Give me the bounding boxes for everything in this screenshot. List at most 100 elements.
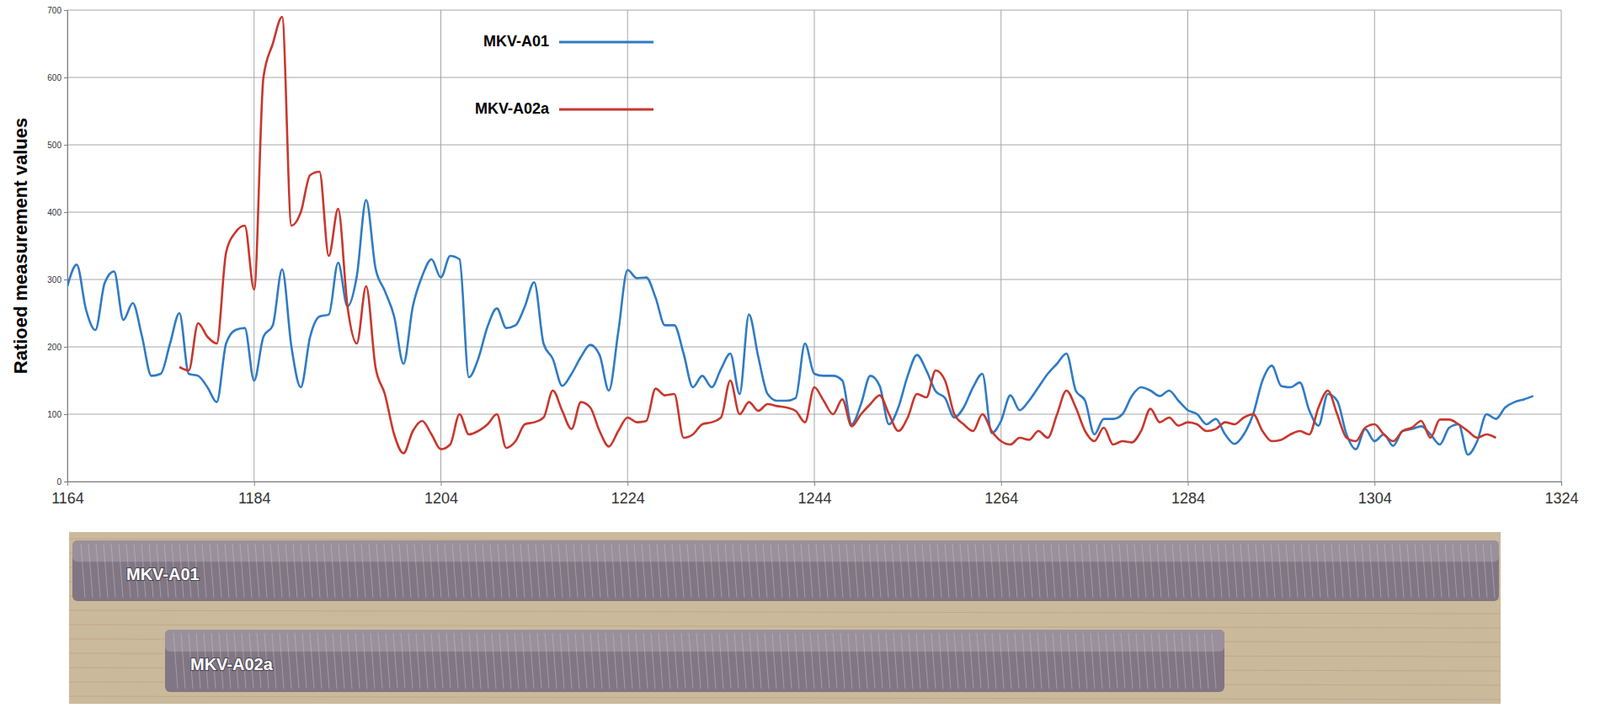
tree-ring: [368, 544, 374, 598]
tree-ring: [378, 633, 383, 689]
grid-line-x: [1374, 10, 1376, 482]
tree-ring: [1263, 544, 1268, 598]
sample-body: [72, 540, 1499, 602]
tree-ring: [1081, 544, 1086, 598]
tree-ring: [452, 544, 457, 598]
tree-ring: [1007, 633, 1012, 689]
tree-ring: [338, 544, 343, 598]
tree-ring: [491, 633, 496, 689]
tree-ring: [992, 633, 997, 689]
tree-ring: [794, 633, 800, 689]
tree-ring: [982, 544, 987, 598]
tree-ring: [355, 633, 360, 689]
tree-ring: [596, 544, 601, 598]
tree-ring: [582, 633, 587, 689]
tree-ring: [747, 544, 752, 598]
tree-ring: [870, 633, 875, 689]
tree-ring: [482, 544, 487, 598]
series-line: [179, 16, 1496, 454]
tick-label: 1324: [1544, 490, 1579, 507]
tree-ring: [717, 544, 722, 598]
tree-ring: [437, 544, 442, 598]
tree-ring: [741, 633, 747, 689]
tree-ring: [588, 544, 593, 598]
tree-ring: [362, 633, 368, 689]
tree-ring: [1172, 544, 1177, 598]
tree-ring: [1105, 633, 1110, 689]
tree-ring: [1285, 544, 1291, 598]
tick-label: 400: [47, 208, 62, 218]
tree-ring: [467, 544, 472, 598]
tree-ring: [1082, 633, 1088, 689]
table-grain: [69, 610, 1501, 614]
tree-ring: [522, 633, 527, 689]
tree-ring: [954, 633, 959, 689]
tree-ring: [408, 633, 413, 689]
tree-ring: [1120, 633, 1126, 689]
tick: 300: [47, 275, 68, 285]
tree-ring: [673, 633, 678, 689]
tree-ring: [628, 633, 633, 689]
tree-ring: [1075, 633, 1080, 689]
grid-line-y: [67, 212, 1562, 214]
tree-ring: [347, 633, 352, 689]
tick-mark: [1561, 481, 1563, 486]
tree-ring: [1240, 544, 1245, 598]
tree-ring: [80, 544, 86, 598]
tick: 0: [56, 477, 68, 487]
tree-ring: [1134, 544, 1139, 598]
tree-ring: [1460, 544, 1465, 598]
tree-ring: [853, 544, 859, 598]
tree-ring: [658, 633, 663, 689]
legend: MKV-A01MKV-A02a: [471, 31, 654, 119]
y-axis: 0100200300400500600700: [47, 5, 68, 487]
wood-sample: MKV-A02a: [165, 629, 1225, 693]
tree-ring: [634, 544, 639, 598]
tree-ring: [611, 544, 616, 598]
tree-ring: [476, 633, 481, 689]
tree-ring: [1376, 544, 1382, 598]
tree-ring: [1045, 633, 1050, 689]
tree-ring: [666, 633, 671, 689]
tree-ring: [1232, 544, 1238, 598]
tree-ring: [961, 633, 966, 689]
tree-ring: [429, 544, 434, 598]
plot-lines: [67, 16, 1534, 455]
tree-ring: [946, 633, 951, 689]
tree-ring: [490, 544, 495, 598]
axis-line: [68, 482, 1563, 487]
tree-ring: [1323, 544, 1328, 598]
table-grain: [69, 696, 1501, 700]
tree-ring: [446, 633, 451, 689]
tree-ring: [620, 633, 625, 689]
sample-body: [165, 629, 1225, 693]
tick-label: 200: [47, 342, 62, 352]
tree-ring: [1490, 544, 1495, 598]
tree-ring: [1149, 544, 1154, 598]
tree-ring: [1141, 544, 1147, 598]
tree-ring: [277, 544, 283, 598]
tree-ring: [529, 633, 534, 689]
tree-ring: [893, 633, 898, 689]
tick-mark: [64, 414, 68, 416]
tree-ring: [543, 544, 548, 598]
tree-ring: [1361, 544, 1366, 598]
tree-ring: [908, 633, 913, 689]
tree-ring: [406, 544, 411, 598]
tree-ring: [840, 633, 845, 689]
grid-line-x: [440, 10, 442, 482]
tree-ring: [787, 633, 792, 689]
tree-ring: [876, 544, 881, 598]
tree-ring: [217, 544, 222, 598]
tree-ring: [294, 633, 299, 689]
tree-ring: [499, 633, 504, 689]
tree-ring: [459, 544, 464, 598]
tree-ring: [1217, 544, 1222, 598]
tree-ring: [779, 633, 784, 689]
tick-label: 300: [47, 275, 62, 285]
tick: 1284: [1171, 481, 1206, 507]
tree-ring: [816, 544, 821, 598]
tree-ring: [1173, 633, 1179, 689]
tree-ring: [173, 633, 178, 689]
tree-ring: [423, 633, 428, 689]
